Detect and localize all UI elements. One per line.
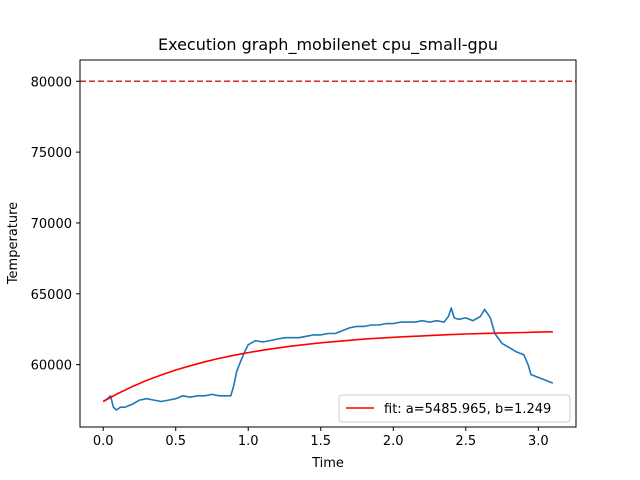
y-axis-label: Temperature <box>6 202 21 285</box>
x-tick-label: 0.0 <box>93 434 114 449</box>
x-tick-label: 2.5 <box>455 434 476 449</box>
x-axis: 0.0 0.5 1.0 1.5 2.0 2.5 3.0 <box>93 427 549 449</box>
plot-frame <box>79 59 577 428</box>
fit-series-line <box>102 331 553 403</box>
temperature-series-line <box>102 307 554 411</box>
y-tick-label: 65000 <box>31 288 72 303</box>
x-axis-label: Time <box>311 456 344 471</box>
legend-box <box>338 394 571 423</box>
y-tick-label: 75000 <box>31 146 72 161</box>
x-tick-label: 1.5 <box>310 434 331 449</box>
legend-label: fit: a=5485.965, b=1.249 <box>384 402 551 417</box>
plot-area <box>80 80 576 411</box>
y-tick-label: 60000 <box>31 359 72 374</box>
y-tick-label: 80000 <box>31 75 72 90</box>
chart-title: Execution graph_mobilenet cpu_small-gpu <box>158 35 498 55</box>
y-tick-label: 70000 <box>31 217 72 232</box>
legend: fit: a=5485.965, b=1.249 <box>338 394 571 423</box>
y-axis: 60000 65000 70000 75000 80000 <box>31 75 80 374</box>
x-tick-label: 1.0 <box>238 434 259 449</box>
x-tick-label: 0.5 <box>165 434 186 449</box>
x-tick-label: 3.0 <box>528 434 549 449</box>
x-tick-label: 2.0 <box>383 434 404 449</box>
